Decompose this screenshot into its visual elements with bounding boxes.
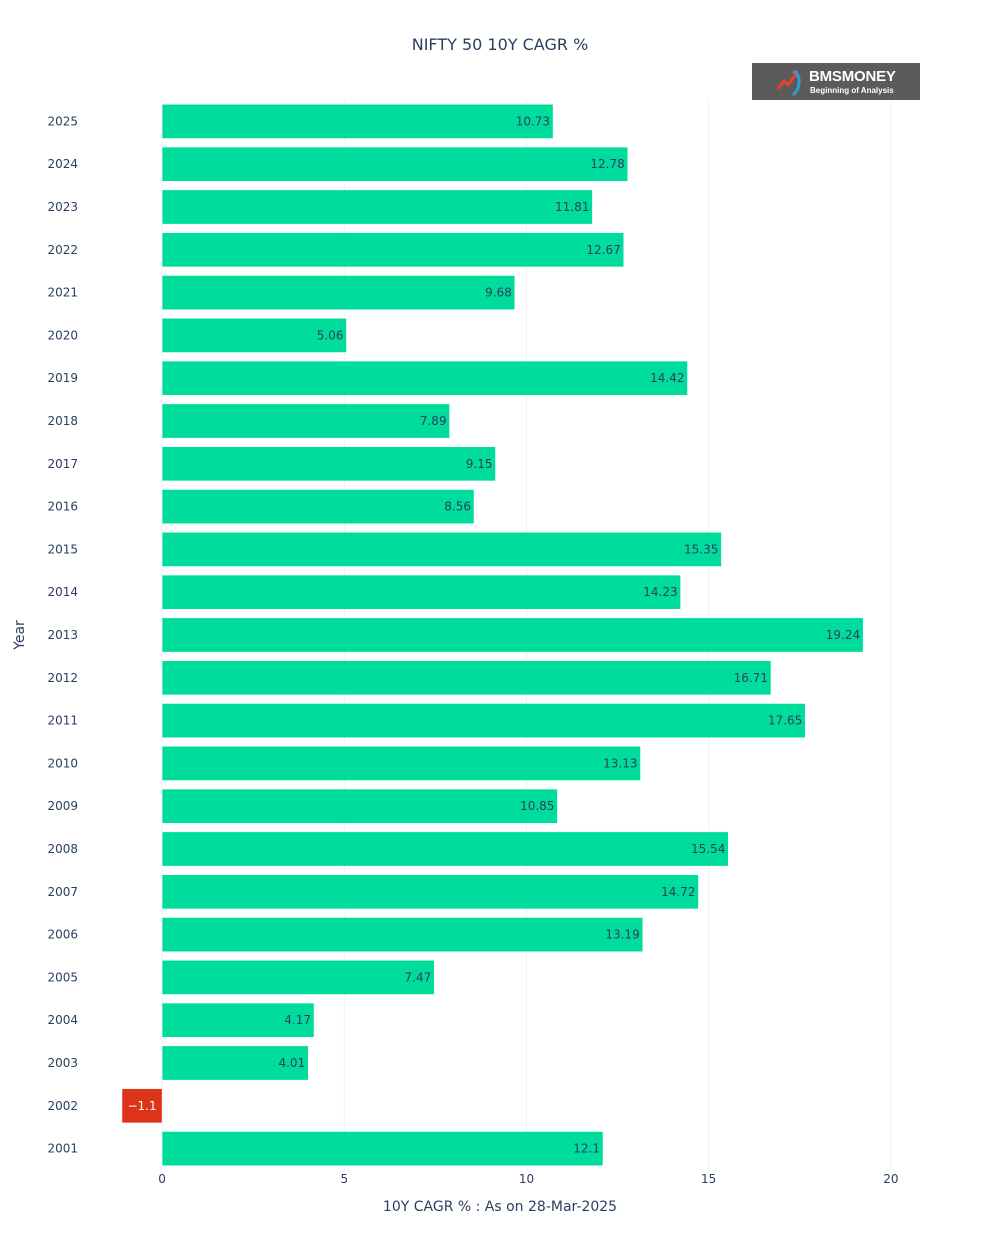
bar-value-label-2005: 7.47 — [405, 970, 432, 984]
x-axis-title: 10Y CAGR % : As on 28-Mar-2025 — [383, 1199, 617, 1215]
logo-mark-icon — [776, 69, 801, 97]
chart-title: NIFTY 50 10Y CAGR % — [412, 35, 589, 54]
bar-2014 — [161, 574, 681, 610]
bar-value-label-2011: 17.65 — [768, 714, 802, 728]
y-tick-label-2022: 2022 — [47, 243, 78, 257]
bar-2016 — [161, 489, 475, 524]
bars — [121, 104, 864, 1166]
y-tick-label-2010: 2010 — [47, 756, 78, 770]
y-tick-label-2020: 2020 — [47, 328, 78, 342]
bar-value-label-2010: 13.13 — [603, 756, 637, 770]
y-tick-label-2016: 2016 — [47, 500, 78, 514]
bar-2025 — [161, 104, 554, 139]
bar-2009 — [161, 788, 558, 824]
bar-2012 — [161, 660, 772, 696]
x-axis-ticks: 0 5 10 15 20 — [158, 1172, 898, 1186]
y-tick-label-2011: 2011 — [47, 714, 78, 728]
y-tick-label-2013: 2013 — [47, 628, 78, 642]
y-tick-label-2004: 2004 — [47, 1013, 78, 1027]
bar-2003 — [161, 1045, 309, 1081]
bar-value-label-2004: 4.17 — [284, 1013, 311, 1027]
bar-2017 — [161, 446, 496, 482]
y-tick-label-2012: 2012 — [47, 671, 78, 685]
bar-value-label-2012: 16.71 — [734, 671, 768, 685]
bar-value-label-2003: 4.01 — [278, 1056, 305, 1070]
bar-value-label-2022: 12.67 — [586, 243, 620, 257]
y-tick-label-2003: 2003 — [47, 1056, 78, 1070]
bar-value-label-2019: 14.42 — [650, 371, 684, 385]
bar-value-label-2016: 8.56 — [444, 500, 471, 514]
bar-2007 — [161, 874, 699, 910]
bar-2008 — [161, 831, 729, 867]
bar-value-label-2013: 19.24 — [826, 628, 860, 642]
y-axis-ticks: 2025 2024 2023 2022 2021 2020 2019 2018 2017 2016… — [47, 114, 78, 1155]
y-tick-label-2025: 2025 — [47, 114, 78, 128]
bar-2019 — [161, 360, 688, 396]
y-tick-label-2008: 2008 — [47, 842, 78, 856]
bar-2002 — [121, 1088, 163, 1124]
y-tick-label-2023: 2023 — [47, 200, 78, 214]
bar-2001 — [161, 1131, 604, 1166]
bar-value-label-2024: 12.78 — [590, 157, 624, 171]
bar-2006 — [161, 917, 643, 952]
bar-2023 — [161, 189, 593, 225]
bar-value-label-2002: −1.1 — [127, 1099, 156, 1113]
bmsmoney-logo: BMSMONEY Beginning of Analysis — [752, 63, 920, 100]
y-tick-label-2007: 2007 — [47, 885, 78, 899]
y-axis-title: Year — [12, 620, 28, 651]
bar-value-label-2006: 13.19 — [605, 928, 639, 942]
bar-value-label-2018: 7.89 — [420, 414, 447, 428]
x-tick-label: 10 — [519, 1172, 534, 1186]
bar-value-label-2008: 15.54 — [691, 842, 725, 856]
bar-2004 — [161, 1002, 315, 1038]
y-tick-label-2024: 2024 — [47, 157, 78, 171]
y-tick-label-2014: 2014 — [47, 585, 78, 599]
bar-value-label-2020: 5.06 — [317, 328, 344, 342]
bar-value-label-2014: 14.23 — [643, 585, 677, 599]
x-tick-label: 15 — [701, 1172, 716, 1186]
y-tick-label-2019: 2019 — [47, 371, 78, 385]
data-labels: 10.73 12.78 11.81 12.67 9.68 5.06 14.42 7.89 9.1… — [127, 114, 860, 1155]
bar-2010 — [161, 746, 641, 781]
bar-2015 — [161, 532, 722, 567]
bar-2024 — [161, 146, 629, 182]
y-tick-label-2001: 2001 — [47, 1142, 78, 1156]
bar-value-label-2015: 15.35 — [684, 542, 718, 556]
bar-2005 — [161, 960, 435, 995]
bar-2020 — [161, 318, 347, 353]
bar-value-label-2017: 9.15 — [466, 457, 493, 471]
bar-2018 — [161, 403, 450, 439]
bar-value-label-2007: 14.72 — [661, 885, 695, 899]
bar-2011 — [161, 703, 806, 738]
bar-value-label-2025: 10.73 — [516, 114, 550, 128]
x-tick-label: 5 — [340, 1172, 348, 1186]
x-tick-label: 20 — [883, 1172, 898, 1186]
y-tick-label-2015: 2015 — [47, 542, 78, 556]
logo-name: BMSMONEY — [809, 68, 896, 85]
bar-value-label-2023: 11.81 — [555, 200, 589, 214]
bar-2021 — [161, 275, 516, 310]
y-tick-label-2002: 2002 — [47, 1099, 78, 1113]
y-tick-label-2018: 2018 — [47, 414, 78, 428]
bar-value-label-2021: 9.68 — [485, 286, 512, 300]
bar-value-label-2001: 12.1 — [573, 1142, 600, 1156]
y-tick-label-2009: 2009 — [47, 799, 78, 813]
logo-tagline: Beginning of Analysis — [810, 86, 894, 95]
x-tick-label: 0 — [158, 1172, 166, 1186]
y-tick-label-2021: 2021 — [47, 286, 78, 300]
y-tick-label-2006: 2006 — [47, 928, 78, 942]
bar-2022 — [161, 232, 625, 268]
y-tick-label-2017: 2017 — [47, 457, 78, 471]
bar-2013 — [161, 617, 864, 653]
bar-value-label-2009: 10.85 — [520, 799, 554, 813]
y-tick-label-2005: 2005 — [47, 970, 78, 984]
